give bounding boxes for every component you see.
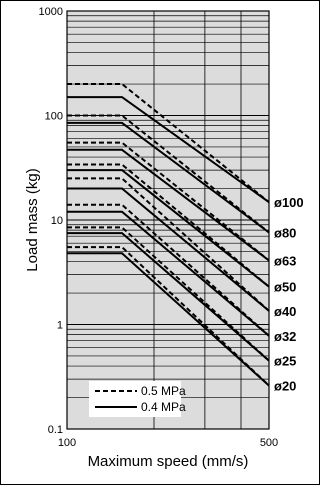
series-line-solid-2 [67,148,270,262]
bore-label: ø25 [274,354,296,369]
plot-border [66,10,270,430]
series-line-dashed-7 [67,246,270,387]
y-tick-label: 10 [51,215,63,227]
legend-label: 0.5 MPa [141,384,186,398]
y-axis-label: Load mass (kg) [24,168,41,271]
series-line-solid-7 [67,252,270,387]
series-line-solid-1 [67,121,270,234]
x-axis-label: Maximum speed (mm/s) [88,453,249,470]
x-tick-label: 100 [58,437,76,449]
grid-lines [66,10,270,430]
y-tick-label: 1 [57,320,63,332]
series-line-solid-3 [67,169,270,288]
series-line-dashed-0 [67,83,270,203]
bore-label: ø80 [274,225,296,240]
series-lines [67,83,270,387]
bore-label: ø63 [274,253,296,268]
bore-label: ø32 [274,329,296,344]
bore-label: ø40 [274,304,296,319]
legend-label: 0.4 MPa [141,400,186,414]
series-line-dashed-1 [67,114,270,234]
series-line-dashed-6 [67,226,270,362]
series-line-dashed-5 [67,203,270,337]
bore-label: ø20 [274,379,296,394]
y-tick-label: 1000 [39,6,63,18]
series-line-dashed-4 [67,177,270,312]
series-line-dashed-3 [67,163,270,288]
series-line-solid-4 [67,187,270,312]
axes: ø100 ø80 ø63 ø50 ø40 ø32 ø25 ø20 0.1 1 10 100 1000 10… [24,6,304,470]
series-line-solid-5 [67,210,270,337]
x-tick-label: 500 [260,437,278,449]
series-line-solid-6 [67,232,270,362]
legend: 0.5 MPa 0.4 MPa [89,381,186,417]
bore-label: ø50 [274,280,296,295]
y-tick-label: 100 [45,111,63,123]
bore-label: ø100 [274,195,304,210]
series-line-dashed-2 [67,141,270,262]
y-tick-label: 0.1 [48,424,63,436]
legend-box [89,381,181,417]
series-line-solid-0 [67,96,270,204]
